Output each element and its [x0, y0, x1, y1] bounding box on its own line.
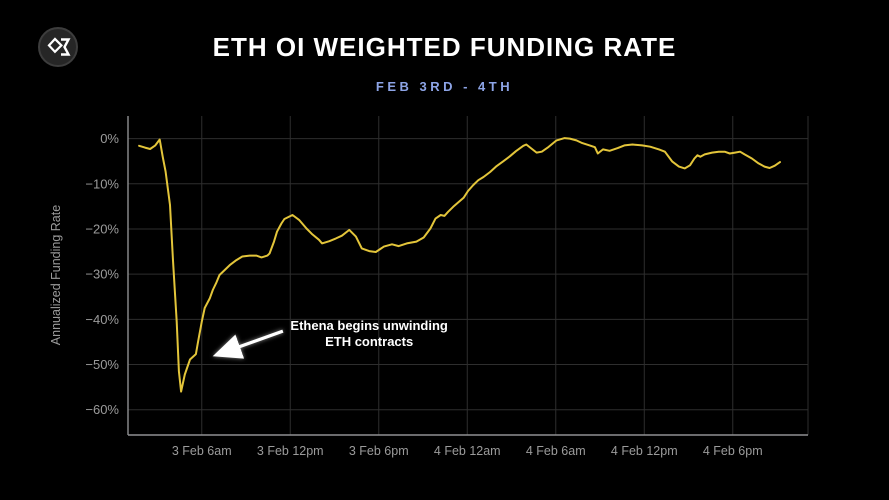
annotation-line-2: ETH contracts — [325, 333, 414, 349]
x-tick-label: 3 Feb 12pm — [257, 444, 324, 458]
annotation-arrow — [212, 329, 284, 359]
x-tick-label: 4 Feb 6pm — [703, 444, 763, 458]
x-tick-label: 3 Feb 6pm — [349, 444, 409, 458]
x-tick-label: 4 Feb 12pm — [611, 444, 678, 458]
funding-rate-line — [138, 137, 781, 393]
x-tick-label: 4 Feb 12am — [434, 444, 501, 458]
y-tick-label: −40% — [85, 312, 119, 327]
chart-subtitle: FEB 3RD - 4TH — [375, 79, 514, 94]
x-tick-label: 3 Feb 6am — [172, 444, 232, 458]
chart-title: ETH OI WEIGHTED FUNDING RATE — [212, 32, 677, 62]
x-tick-label: 4 Feb 6am — [526, 444, 586, 458]
logo — [38, 27, 78, 67]
y-tick-label: −60% — [85, 402, 119, 417]
y-tick-label: −50% — [85, 357, 119, 372]
annotation-line-1: Ethena begins unwinding — [290, 317, 448, 333]
y-tick-label: −20% — [85, 221, 119, 236]
y-tick-label: −30% — [85, 267, 119, 282]
y-tick-label: −10% — [85, 176, 119, 191]
y-tick-label: 0% — [100, 131, 119, 146]
annotation-text: Ethena begins unwinding ETH contracts — [290, 318, 447, 351]
sigma-diamond-logo-icon — [38, 27, 78, 67]
